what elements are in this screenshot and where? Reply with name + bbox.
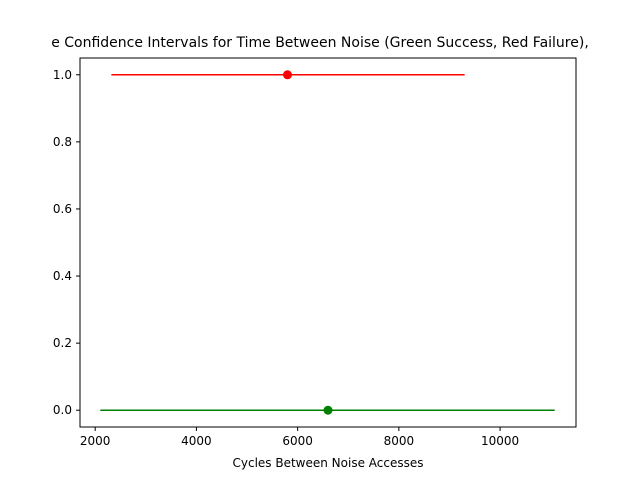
chart-title: e Confidence Intervals for Time Between … [51, 35, 589, 51]
y-tick-label: 0.2 [53, 336, 72, 350]
mean-point [323, 405, 333, 415]
y-tick-label: 1.0 [53, 68, 72, 82]
x-axis-label: Cycles Between Noise Accesses [233, 456, 424, 470]
y-axis: 0.0 0.2 0.4 0.6 0.8 1.0 [53, 68, 80, 417]
x-tick-label: 10000 [481, 434, 519, 448]
plot-area [100, 70, 555, 415]
x-tick-label: 2000 [80, 434, 111, 448]
y-tick-label: 0.0 [53, 403, 72, 417]
y-tick-label: 0.6 [53, 202, 72, 216]
y-tick-label: 0.8 [53, 135, 72, 149]
x-tick-label: 8000 [384, 434, 415, 448]
plot-frame [79, 57, 577, 428]
y-tick-label: 0.4 [53, 269, 72, 283]
x-axis: 2000 4000 6000 8000 10000 [80, 427, 519, 448]
mean-point [283, 70, 293, 80]
x-tick-label: 4000 [181, 434, 212, 448]
x-tick-label: 6000 [282, 434, 313, 448]
